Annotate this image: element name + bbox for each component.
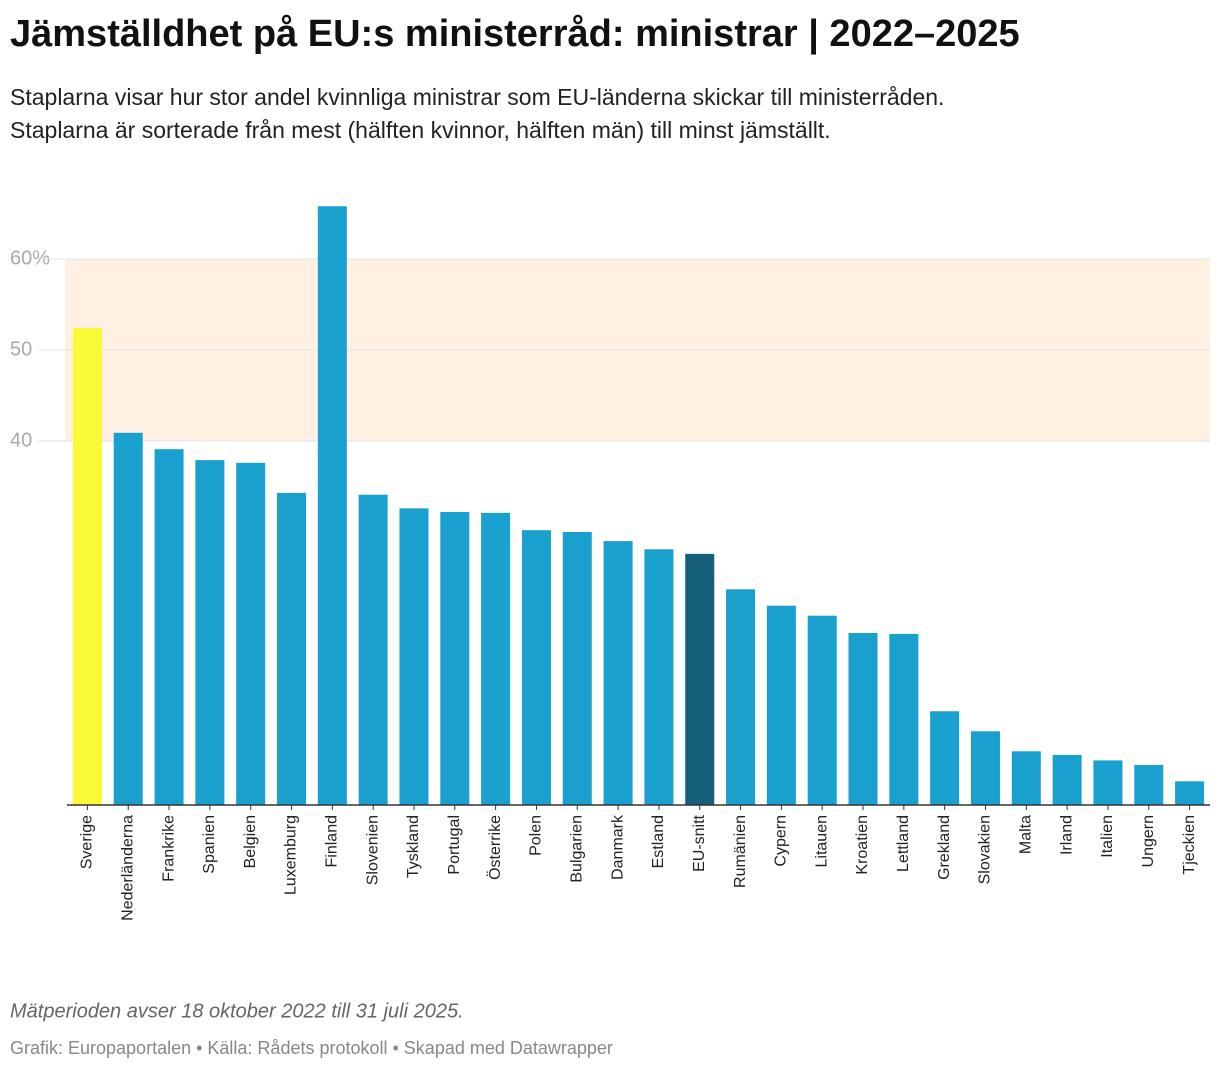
bar [195,460,225,805]
bar [930,711,960,805]
x-tick-label: Litauen [813,815,830,868]
x-tick-label: Italien [1099,815,1116,858]
bar [1052,754,1082,805]
x-tick-label: Danmark [609,814,626,880]
x-tick-label: Estland [650,815,667,868]
bar [1011,751,1041,805]
x-tick-label: Spanien [201,815,218,874]
bar [236,462,266,805]
x-tick-label: Sverige [79,815,96,869]
bar [644,549,674,805]
chart-title: Jämställdhet på EU:s ministerråd: minist… [10,13,1020,55]
x-tick-label: Portugal [446,815,463,875]
x-tick-label: Kroatien [854,815,871,875]
y-tick-label: 50 [10,338,32,360]
subtitle: Staplarna visar hur stor andel kvinnliga… [10,84,944,110]
x-tick-label: Bulgarien [568,815,585,883]
subtitle: Staplarna är sorterade från mest (hälfte… [10,117,831,143]
bar [1134,764,1164,805]
bar [685,553,715,805]
note: Mätperioden avser 18 oktober 2022 till 3… [10,1000,464,1022]
bar [766,605,796,805]
bar [72,328,102,805]
x-tick-label: Tjeckien [1181,815,1198,875]
x-tick-label: Nederländerna [119,815,136,921]
x-tick-label: Tyskland [405,815,422,878]
bar [277,492,307,805]
x-tick-label: Belgien [242,815,259,868]
bar [889,633,919,805]
x-tick-label: Lettland [895,815,912,872]
bar [603,541,633,805]
bar [807,615,837,805]
y-tick-label: 40 [10,429,32,451]
bar [1175,781,1205,805]
x-tick-label: Ungern [1140,815,1157,867]
bar [440,511,470,805]
x-tick-label: EU-snitt [691,814,708,871]
x-tick-label: Luxemburg [283,815,300,895]
x-tick-label: Slovenien [364,815,381,885]
bar [1093,760,1123,805]
x-tick-label: Irland [1058,815,1075,855]
bar [848,633,878,805]
x-tick-label: Slovakien [977,815,994,884]
x-tick-label: Grekland [936,815,953,880]
bar [726,589,756,805]
bar [358,494,388,805]
bar [399,508,429,805]
bar [113,432,143,805]
x-tick-label: Rumänien [732,815,749,888]
bar [562,532,592,805]
x-tick-label: Finland [324,815,341,867]
y-tick-label: 60% [10,247,50,269]
bar [970,731,1000,805]
bar [481,512,511,805]
bar [521,530,551,805]
x-tick-label: Österrike [486,815,504,880]
x-tick-label: Cypern [773,815,790,867]
credits: Grafik: Europaportalen • Källa: Rådets p… [10,1038,613,1058]
bar [317,206,347,806]
x-tick-label: Malta [1018,815,1035,854]
x-tick-label: Polen [528,815,545,856]
x-tick-label: Frankrike [160,815,177,882]
bar [154,449,184,805]
